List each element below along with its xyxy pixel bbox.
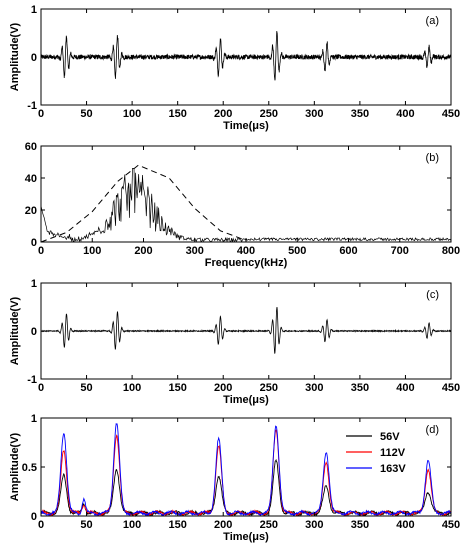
x-tick-label: 200 — [134, 245, 152, 257]
x-tick-label: 200 — [214, 382, 232, 394]
legend-label-163V: 163V — [380, 463, 406, 475]
x-axis-label: Frequency(kHz) — [205, 257, 288, 269]
panel-label: (d) — [426, 424, 439, 436]
x-tick-label: 800 — [442, 245, 460, 257]
x-tick-label: 400 — [237, 245, 255, 257]
y-tick-label: 0.5 — [22, 462, 37, 474]
x-axis: 0 100 200 300 400 500 600 700 800 — [38, 146, 460, 257]
x-tick-label: 0 — [38, 519, 44, 531]
x-tick-label: 600 — [339, 245, 357, 257]
x-tick-label: 400 — [396, 108, 414, 120]
x-tick-label: 250 — [260, 519, 278, 531]
panel-a: 0 50 100 150 200 250 300 350 400 450-101Time(μs)A… — [9, 4, 460, 132]
x-tick-label: 350 — [351, 108, 369, 120]
x-axis: 0 50 100 150 200 250 300 350 400 450 — [38, 418, 460, 531]
x-tick-label: 100 — [123, 519, 141, 531]
x-tick-label: 300 — [305, 519, 323, 531]
y-axis-label: Amplitude(V) — [9, 22, 21, 91]
x-tick-label: 450 — [442, 382, 460, 394]
x-tick-label: 400 — [396, 382, 414, 394]
y-tick-label: 0 — [31, 237, 37, 249]
x-axis-label: Time(μs) — [223, 120, 269, 132]
panel-label: (a) — [426, 15, 439, 27]
y-tick-label: -1 — [27, 374, 37, 386]
envelope-163V — [40, 423, 452, 517]
x-tick-label: 400 — [396, 519, 414, 531]
signal-trace — [40, 31, 452, 81]
x-tick-label: 50 — [80, 382, 92, 394]
x-tick-label: 200 — [214, 519, 232, 531]
x-tick-label: 350 — [351, 519, 369, 531]
x-tick-label: 300 — [305, 108, 323, 120]
panel-label: (c) — [426, 289, 439, 301]
x-tick-label: 300 — [186, 245, 204, 257]
panel-label: (b) — [426, 152, 439, 164]
x-axis: 0 50 100 150 200 250 300 350 400 450 — [38, 283, 460, 394]
y-axis: 00.51 — [22, 413, 451, 523]
y-tick-label: -1 — [27, 100, 37, 112]
x-tick-label: 50 — [80, 108, 92, 120]
y-tick-label: 0 — [31, 511, 37, 523]
x-axis-label: Time(μs) — [223, 531, 269, 543]
x-tick-label: 250 — [260, 382, 278, 394]
legend-label-56V: 56V — [380, 431, 400, 443]
x-axis: 0 50 100 150 200 250 300 350 400 450 — [38, 9, 460, 120]
x-tick-label: 500 — [288, 245, 306, 257]
y-tick-label: 0 — [31, 326, 37, 338]
y-tick-label: 40 — [25, 173, 37, 185]
y-axis-label: Amplitude(V) — [9, 432, 21, 501]
panel-b: 0 100 200 300 400 500 600 700 800 0 20 40 60 Frequenc… — [25, 141, 460, 269]
legend: 56V 112V 163V — [346, 431, 406, 475]
y-tick-label: 0 — [31, 52, 37, 64]
y-tick-label: 20 — [25, 205, 37, 217]
x-tick-label: 150 — [168, 108, 186, 120]
x-tick-label: 0 — [38, 108, 44, 120]
x-tick-label: 300 — [305, 382, 323, 394]
x-tick-label: 100 — [123, 108, 141, 120]
x-tick-label: 450 — [442, 519, 460, 531]
x-tick-label: 150 — [168, 382, 186, 394]
x-tick-label: 150 — [168, 519, 186, 531]
x-axis-label: Time(μs) — [223, 394, 269, 406]
dashed-envelope — [40, 164, 247, 243]
x-tick-label: 250 — [260, 108, 278, 120]
y-tick-label: 1 — [31, 413, 37, 425]
x-tick-label: 200 — [214, 108, 232, 120]
x-tick-label: 450 — [442, 108, 460, 120]
plot-area — [40, 423, 452, 518]
signal-trace — [40, 306, 452, 354]
x-tick-label: 50 — [80, 519, 92, 531]
plot-area — [40, 31, 452, 81]
x-tick-label: 100 — [83, 245, 101, 257]
y-axis-label: Amplitude(V) — [9, 296, 21, 365]
panel-c: 0 50 100 150 200 250 300 350 400 450-101Time(μs)A… — [9, 278, 460, 406]
x-tick-label: 100 — [123, 382, 141, 394]
y-tick-label: 1 — [31, 278, 37, 290]
x-tick-label: 700 — [391, 245, 409, 257]
y-tick-label: 60 — [25, 141, 37, 153]
spectrum-line — [40, 168, 452, 243]
x-tick-label: 350 — [351, 382, 369, 394]
y-axis: -1 0 1 — [27, 4, 451, 112]
legend-label-112V: 112V — [380, 447, 406, 459]
y-tick-label: 1 — [31, 4, 37, 16]
x-tick-label: 0 — [38, 382, 44, 394]
x-tick-label: 0 — [38, 245, 44, 257]
y-axis: -1 0 1 — [27, 278, 451, 386]
plot-area — [40, 306, 452, 354]
axes-box — [40, 145, 452, 243]
y-axis: 0 20 40 60 — [25, 141, 451, 249]
plot-area — [40, 164, 452, 243]
